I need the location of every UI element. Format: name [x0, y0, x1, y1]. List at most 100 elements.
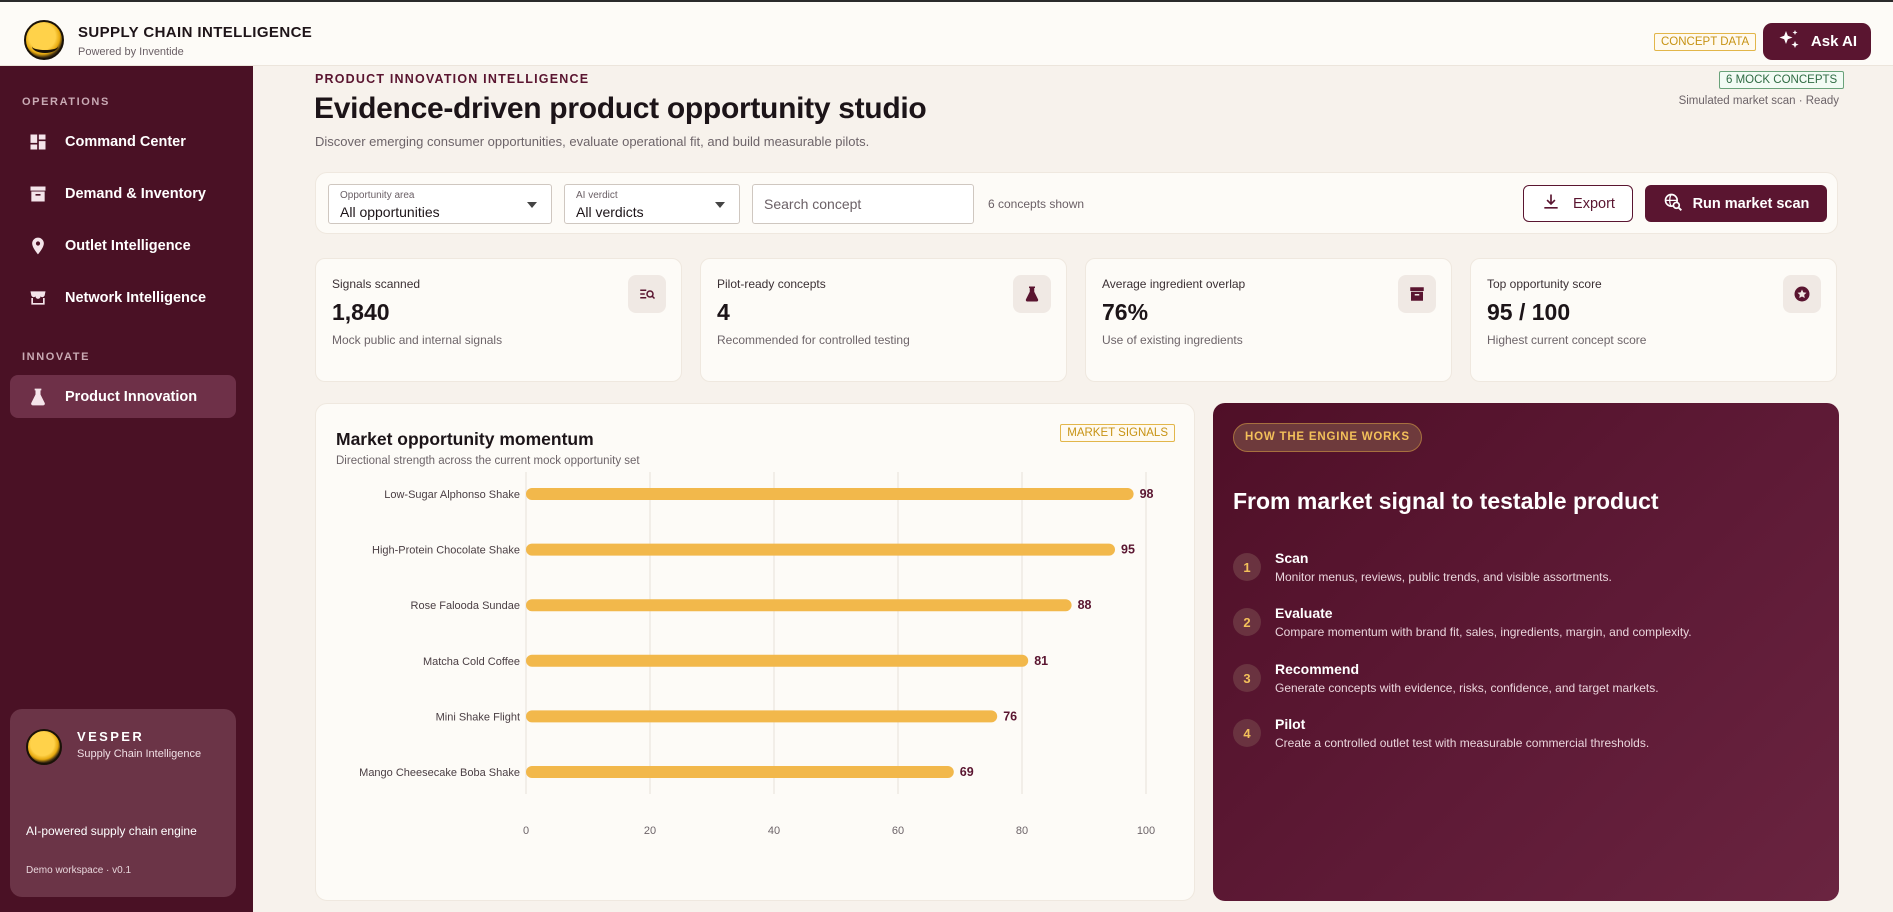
- step-title: Recommend: [1275, 661, 1360, 677]
- ask-ai-label: Ask AI: [1810, 33, 1858, 50]
- kpi-value: 4: [717, 299, 730, 325]
- x-tick-label: 80: [1016, 825, 1028, 837]
- step-number: 4: [1233, 719, 1261, 747]
- bar: [526, 599, 1072, 612]
- bar-value-label: 81: [1034, 654, 1048, 668]
- step-description: Compare momentum with brand fit, sales, …: [1275, 625, 1692, 639]
- bar-value-label: 95: [1121, 543, 1135, 557]
- archive-icon: [27, 183, 49, 205]
- workspace-subtitle: Supply Chain Intelligence: [77, 748, 202, 760]
- engine-step-scan: 1 Scan Monitor menus, reviews, public tr…: [1233, 550, 1813, 601]
- market-momentum-chart-card: Market opportunity momentum Directional …: [315, 403, 1195, 901]
- brand-logo[interactable]: [24, 20, 64, 60]
- engine-step-pilot: 4 Pilot Create a controlled outlet test …: [1233, 716, 1813, 767]
- step-description: Create a controlled outlet test with mea…: [1275, 736, 1650, 750]
- caret-down-icon: [715, 202, 725, 208]
- category-label: Rose Falooda Sundae: [411, 600, 520, 612]
- x-tick-label: 20: [644, 825, 656, 837]
- step-number: 2: [1233, 608, 1261, 636]
- category-label: Mini Shake Flight: [436, 711, 520, 723]
- brand-title: SUPPLY CHAIN INTELLIGENCE: [78, 24, 313, 41]
- concept-data-badge: CONCEPT DATA: [1654, 33, 1757, 51]
- export-button[interactable]: Export: [1523, 185, 1633, 222]
- bar: [526, 543, 1115, 556]
- sidebar-item-demand-inventory[interactable]: Demand & Inventory: [10, 172, 236, 215]
- run-market-scan-label: Run market scan: [1692, 195, 1810, 212]
- kpi-label: Signals scanned: [332, 277, 421, 291]
- workspace-description: AI-powered supply chain engine: [26, 824, 197, 838]
- ai-verdict-select[interactable]: AI verdict All verdicts: [564, 184, 740, 224]
- sidebar-item-command-center[interactable]: Command Center: [10, 120, 236, 163]
- step-description: Generate concepts with evidence, risks, …: [1275, 681, 1659, 695]
- sidebar-item-label: Demand & Inventory: [65, 185, 206, 202]
- kpi-card-pilot-ready: Pilot-ready concepts 4 Recommended for c…: [700, 258, 1067, 382]
- top-bar: SUPPLY CHAIN INTELLIGENCE Powered by Inv…: [0, 0, 1893, 66]
- chart-title: Market opportunity momentum: [336, 429, 594, 449]
- sidebar-item-outlet-intelligence[interactable]: Outlet Intelligence: [10, 224, 236, 267]
- page-title: Evidence-driven product opportunity stud…: [314, 92, 927, 125]
- kpi-label: Average ingredient overlap: [1102, 277, 1246, 291]
- step-title: Evaluate: [1275, 605, 1333, 621]
- x-tick-label: 60: [892, 825, 904, 837]
- step-title: Pilot: [1275, 716, 1306, 732]
- mock-concepts-badge: 6 MOCK CONCEPTS: [1719, 71, 1845, 89]
- step-number: 3: [1233, 664, 1261, 692]
- kpi-value: 1,840: [332, 299, 390, 325]
- engine-step-recommend: 3 Recommend Generate concepts with evide…: [1233, 661, 1813, 712]
- category-label: Matcha Cold Coffee: [423, 656, 520, 668]
- bar: [526, 710, 998, 723]
- category-label: High-Protein Chocolate Shake: [372, 545, 520, 557]
- concepts-count: 6 concepts shown: [988, 197, 1085, 211]
- engine-title: From market signal to testable product: [1233, 488, 1659, 514]
- search-concept-input[interactable]: [752, 184, 974, 224]
- bar-value-label: 69: [960, 765, 974, 779]
- select-label: AI verdict: [576, 190, 618, 201]
- sidebar-item-product-innovation[interactable]: Product Innovation: [10, 375, 236, 418]
- kpi-card-signals: Signals scanned 1,840 Mock public and in…: [315, 258, 682, 382]
- step-number: 1: [1233, 553, 1261, 581]
- ask-ai-button[interactable]: Ask AI: [1763, 23, 1871, 60]
- bar-value-label: 88: [1078, 598, 1092, 612]
- section-operations: OPERATIONS: [22, 96, 110, 108]
- market-signals-badge: MARKET SIGNALS: [1060, 424, 1175, 442]
- kpi-note: Use of existing ingredients: [1102, 333, 1243, 347]
- sidebar: OPERATIONS Command Center Demand & Inven…: [0, 66, 253, 912]
- filter-bar: Opportunity area All opportunities AI ve…: [315, 172, 1838, 234]
- engine-step-evaluate: 2 Evaluate Compare momentum with brand f…: [1233, 605, 1813, 656]
- caret-down-icon: [527, 202, 537, 208]
- download-icon: [1541, 192, 1561, 216]
- sidebar-item-label: Outlet Intelligence: [65, 237, 191, 254]
- momentum-bar-chart: 0 20 40 60 80 100 Low-Sugar Alphonso Shake 98 Hi…: [359, 472, 1155, 837]
- kpi-label: Top opportunity score: [1487, 277, 1602, 291]
- sparkle-icon: [1777, 28, 1801, 56]
- brand-subtitle: Powered by Inventide: [78, 46, 184, 58]
- storefront-icon: [27, 287, 49, 309]
- kpi-note: Recommended for controlled testing: [717, 333, 910, 347]
- workspace-version: Demo workspace · v0.1: [26, 865, 132, 876]
- category-label: Mango Cheesecake Boba Shake: [359, 767, 520, 779]
- bar: [526, 488, 1134, 500]
- x-tick-label: 100: [1137, 825, 1155, 837]
- select-label: Opportunity area: [340, 190, 415, 201]
- workspace-card: VESPER Supply Chain Intelligence AI-powe…: [10, 709, 236, 897]
- x-tick-label: 40: [768, 825, 780, 837]
- opportunity-area-select[interactable]: Opportunity area All opportunities: [328, 184, 552, 224]
- step-title: Scan: [1275, 550, 1309, 566]
- sidebar-item-network-intelligence[interactable]: Network Intelligence: [10, 276, 236, 319]
- kpi-card-ingredient-overlap: Average ingredient overlap 76% Use of ex…: [1085, 258, 1452, 382]
- dashboard-icon: [27, 131, 49, 153]
- x-tick-label: 0: [523, 825, 529, 837]
- export-label: Export: [1573, 195, 1615, 212]
- bar-value-label: 98: [1140, 487, 1154, 501]
- kpi-label: Pilot-ready concepts: [717, 277, 826, 291]
- bar: [526, 766, 954, 778]
- category-label: Low-Sugar Alphonso Shake: [384, 489, 520, 501]
- flask-icon: [27, 386, 49, 408]
- run-market-scan-button[interactable]: Run market scan: [1645, 185, 1827, 222]
- bar-value-label: 76: [1003, 709, 1017, 723]
- scan-status: Simulated market scan · Ready: [1678, 95, 1839, 107]
- section-innovate: INNOVATE: [22, 351, 91, 363]
- engine-pill-badge: HOW THE ENGINE WORKS: [1233, 423, 1422, 452]
- kpi-card-top-score: Top opportunity score 95 / 100 Highest c…: [1470, 258, 1837, 382]
- star-badge-icon: [1783, 275, 1821, 313]
